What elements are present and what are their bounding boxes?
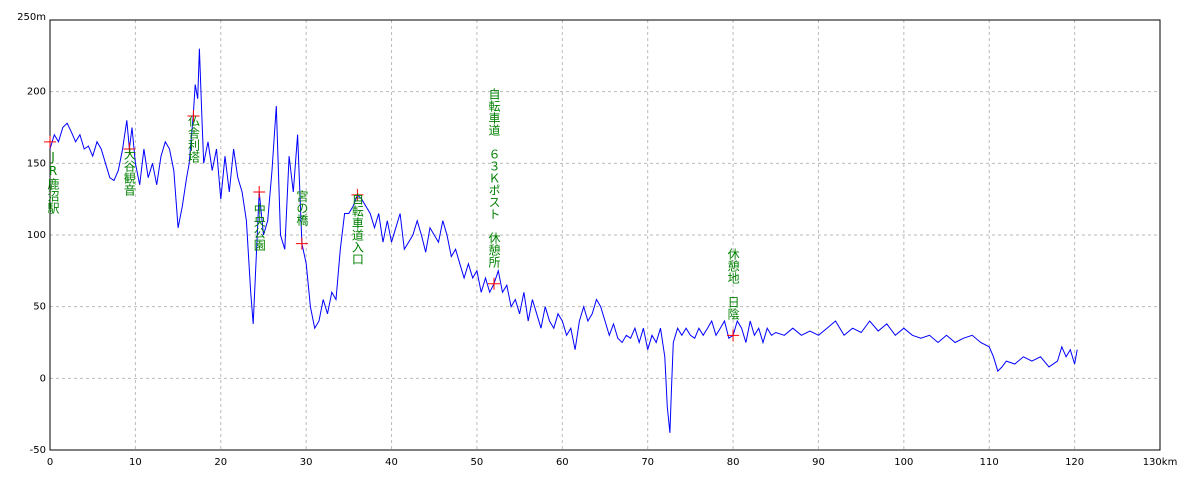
y-tick-label: 200 <box>27 87 46 98</box>
x-tick-label: 110 <box>980 457 999 468</box>
y-tick-label: 100 <box>27 230 46 241</box>
marker-label: 宮の橋 <box>295 189 309 227</box>
marker <box>44 135 56 148</box>
y-tick-label: -50 <box>30 445 46 456</box>
marker-label: 自転車道入口 <box>350 193 364 265</box>
elevation-line <box>49 48 1078 433</box>
marker <box>187 110 200 123</box>
x-tick-label: 20 <box>214 457 227 468</box>
marker <box>727 329 740 342</box>
x-tick-label: 0 <box>47 457 53 468</box>
marker-label: 休憩地 日陰 <box>726 248 740 321</box>
y-tick-label: 150 <box>27 158 46 169</box>
marker <box>123 143 136 155</box>
marker <box>295 237 308 250</box>
x-tick-label: 60 <box>556 457 569 468</box>
x-tick-label: 50 <box>471 457 484 468</box>
x-tick-label: 10 <box>129 457 142 468</box>
y-tick-label: 50 <box>33 302 46 313</box>
y-tick-label: 250m <box>17 12 46 23</box>
marker-label: JR鹿沼駅 <box>46 150 60 215</box>
plot-frame <box>49 19 1161 451</box>
marker <box>351 188 364 201</box>
x-tick-label: 80 <box>727 457 740 468</box>
x-tick-label: 100 <box>894 457 913 468</box>
x-tick-label: 40 <box>385 457 398 468</box>
marker <box>488 277 500 290</box>
x-tick-label: 30 <box>300 457 313 468</box>
x-tick-label: 130km <box>1143 457 1178 468</box>
marker-label: 中央公園 <box>252 202 266 251</box>
x-tick-label: 120 <box>1065 457 1084 468</box>
marker-label: 自転車道 ６３Ｋポスト 休憩所 <box>487 88 501 268</box>
x-tick-label: 90 <box>812 457 825 468</box>
x-tick-label: 70 <box>641 457 654 468</box>
marker-label: 大谷観音 <box>122 148 136 197</box>
marker-label: 仏舎利塔 <box>186 115 200 164</box>
marker <box>253 186 266 198</box>
y-tick-label: 0 <box>40 373 46 384</box>
